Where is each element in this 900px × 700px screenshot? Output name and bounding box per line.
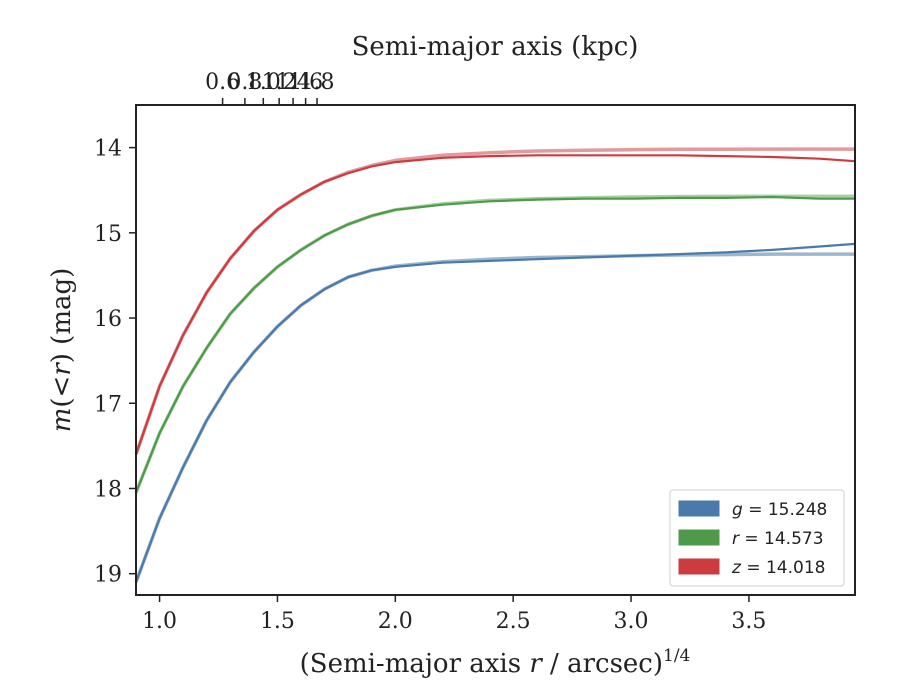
x-tick-label: 2.0 — [378, 609, 413, 634]
series-g-line — [134, 242, 856, 583]
y-axis-label: m(<r) (mag) — [47, 268, 77, 433]
x2-tick-label: 0.6 — [205, 70, 240, 95]
y-axis-label-mid: (< — [47, 376, 77, 408]
legend-label-r: r = 14.573 — [732, 529, 824, 549]
y-tick-label: 16 — [94, 307, 122, 332]
x2-tick-label: 1.2 — [262, 70, 297, 95]
plot-frame — [135, 104, 856, 596]
series-z-line — [134, 154, 856, 455]
y-tick-label: 14 — [94, 137, 122, 162]
bottom-axis-label-rest: / arcsec) — [542, 649, 663, 679]
legend-value-g: = 15.248 — [743, 500, 828, 520]
bottom-axis-label-var: r — [529, 649, 543, 679]
y-tick-label: 15 — [94, 222, 122, 247]
legend-swatch-z — [678, 558, 720, 575]
x-tick-label: 3.5 — [731, 609, 766, 634]
x2-tick-label: 1.4 — [276, 70, 311, 95]
legend-swatch-r — [678, 529, 720, 546]
top-axis-label: Semi-major axis (kpc) — [352, 32, 639, 62]
y-axis-label-rest: ) (mag) — [47, 268, 77, 364]
legend-value-z: = 14.018 — [741, 558, 826, 578]
x2-tick-label: 1.0 — [246, 70, 281, 95]
y-axis-label-var2: r — [47, 362, 77, 376]
x-tick-label: 3.0 — [614, 609, 649, 634]
x2-tick-label: 0.8 — [227, 70, 262, 95]
series-layer — [134, 147, 856, 583]
bottom-axis-label-main: (Semi-major axis — [300, 649, 530, 679]
x-tick-label: 1.0 — [142, 609, 177, 634]
y-tick-label: 17 — [94, 392, 122, 417]
legend-var-z: z — [731, 558, 742, 578]
x-tick-label: 1.5 — [260, 609, 295, 634]
legend-swatch-g — [678, 500, 720, 517]
legend-label-g: g = 15.248 — [732, 500, 827, 520]
legend-var-g: g — [732, 500, 743, 520]
x-tick-label: 2.5 — [496, 609, 531, 634]
legend-var-r: r — [732, 529, 740, 549]
legend-label-z: z = 14.018 — [731, 558, 825, 578]
y-tick-label: 18 — [94, 477, 122, 502]
y-axis-label-var: m — [47, 408, 77, 433]
axis-ticks: 1.0 1.5 2.0 2.5 3.0 3.51415161718190.60.81.01… — [94, 70, 766, 634]
x2-tick-label: 1.6 — [288, 70, 323, 95]
series-r-line — [134, 195, 855, 494]
bottom-axis-label: (Semi-major axis r / arcsec)1/4 — [300, 646, 691, 679]
legend-value-r: = 14.573 — [739, 529, 824, 549]
x2-tick-label: 1.8 — [300, 70, 335, 95]
y-tick-label: 19 — [94, 563, 122, 588]
bottom-axis-label-sup: 1/4 — [663, 646, 690, 666]
